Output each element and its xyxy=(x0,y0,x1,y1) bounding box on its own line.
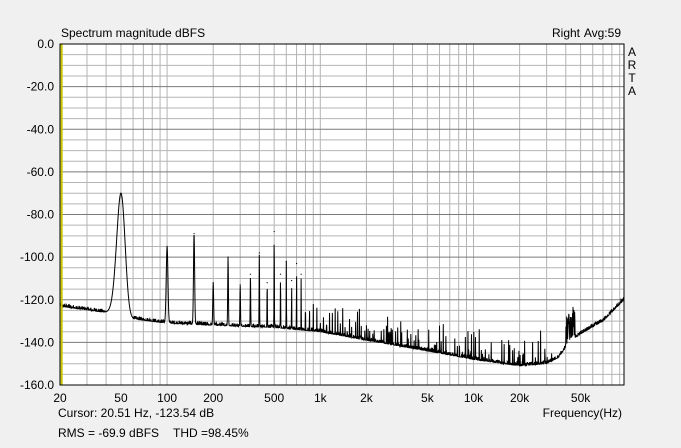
harmonic-peak xyxy=(291,279,293,282)
harmonic-peak xyxy=(300,273,302,275)
x-tick-label: 500 xyxy=(264,391,284,405)
x-tick-label: 50k xyxy=(571,391,591,405)
x-tick-label: 20k xyxy=(510,391,530,405)
harmonic-peak xyxy=(295,262,298,265)
x-tick-label: 1k xyxy=(314,391,328,405)
x-axis-label: Frequency(Hz) xyxy=(543,406,622,420)
harmonic-peak xyxy=(227,256,229,258)
spectrum-trace-group xyxy=(59,192,625,368)
rms-readout: RMS = -69.9 dBFS xyxy=(58,426,159,440)
y-tick-label: -160.0 xyxy=(20,378,54,392)
thd-readout: THD =98.45% xyxy=(173,426,249,440)
y-tick-label: -60.0 xyxy=(27,165,55,179)
harmonic-peak xyxy=(120,192,122,194)
x-tick-label: 2k xyxy=(360,391,374,405)
brand-letter-3: T xyxy=(628,71,636,85)
harmonic-peak xyxy=(273,230,275,233)
harmonic-peak xyxy=(258,252,260,254)
brand-letter-4: A xyxy=(628,84,636,98)
y-tick-label: -20.0 xyxy=(27,80,55,94)
x-tick-label: 5k xyxy=(421,391,435,405)
harmonic-peak xyxy=(193,233,195,235)
brand-letter-2: R xyxy=(628,58,637,72)
channel-label: Right xyxy=(552,26,581,40)
y-tick-label: 0.0 xyxy=(37,37,54,51)
x-tick-label: 20 xyxy=(53,391,67,405)
x-tick-label: 50 xyxy=(114,391,128,405)
harmonic-peak xyxy=(249,273,252,275)
harmonic-peak xyxy=(266,282,268,284)
x-tick-label: 10k xyxy=(464,391,484,405)
harmonic-peak xyxy=(239,284,241,286)
chart-title: Spectrum magnitude dBFS xyxy=(61,26,205,40)
brand-letter-1: A xyxy=(628,45,636,59)
spectrum-trace xyxy=(59,192,625,368)
y-tick-label: -100.0 xyxy=(20,250,54,264)
harmonic-peak xyxy=(279,273,282,275)
harmonic-peak xyxy=(166,245,168,248)
harmonic-peak xyxy=(285,260,287,262)
y-tick-labels: 0.0 -20.0 -40.0 -60.0 -80.0 -100.0 -120.0 -140.… xyxy=(20,37,54,392)
x-tick-label: 100 xyxy=(157,391,177,405)
average-count: Avg:59 xyxy=(584,26,621,40)
y-tick-label: -140.0 xyxy=(20,335,54,349)
plot-frame xyxy=(59,43,625,386)
y-tick-label: -40.0 xyxy=(27,122,55,136)
harmonic-peak xyxy=(212,282,214,284)
x-tick-labels: 20 50 100 200 500 1k 2k 5k 10k 20k 50k xyxy=(53,391,591,405)
x-tick-label: 200 xyxy=(203,391,223,405)
cursor-readout: Cursor: 20.51 Hz, -123.54 dB xyxy=(58,406,214,420)
y-tick-label: -80.0 xyxy=(27,208,55,222)
y-tick-label: -120.0 xyxy=(20,293,54,307)
